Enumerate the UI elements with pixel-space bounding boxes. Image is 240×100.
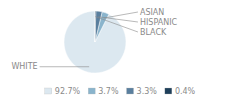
leader-line bbox=[104, 12, 138, 18]
legend: 92.7% 3.7% 3.3% 0.4% bbox=[45, 87, 196, 96]
legend-swatch bbox=[45, 88, 52, 94]
legend-label: 3.7% bbox=[98, 87, 119, 96]
legend-label: 0.4% bbox=[175, 87, 196, 96]
legend-label: 92.7% bbox=[55, 87, 81, 96]
leader-line bbox=[95, 17, 138, 32]
legend-swatch bbox=[165, 88, 172, 94]
pie-slice bbox=[95, 12, 109, 42]
slice-label: ASIAN bbox=[140, 8, 164, 17]
pie bbox=[64, 11, 126, 73]
slice-label: BLACK bbox=[140, 28, 167, 37]
slice-label: HISPANIC bbox=[140, 18, 178, 27]
pie-slice bbox=[64, 11, 126, 73]
legend-swatch bbox=[88, 88, 95, 94]
chart: WHITE ASIANHISPANICBLACK 92.7% 3.7% 3.3% 0.4% bbox=[0, 0, 240, 100]
pie-slice bbox=[95, 11, 97, 42]
leader-line bbox=[40, 66, 89, 67]
legend-swatch bbox=[127, 88, 134, 94]
pie-slice bbox=[95, 11, 102, 42]
slice-label: WHITE bbox=[11, 62, 37, 71]
legend-label: 3.3% bbox=[137, 87, 158, 96]
annotations: WHITE ASIANHISPANICBLACK bbox=[11, 8, 177, 72]
leader-line bbox=[98, 17, 138, 22]
